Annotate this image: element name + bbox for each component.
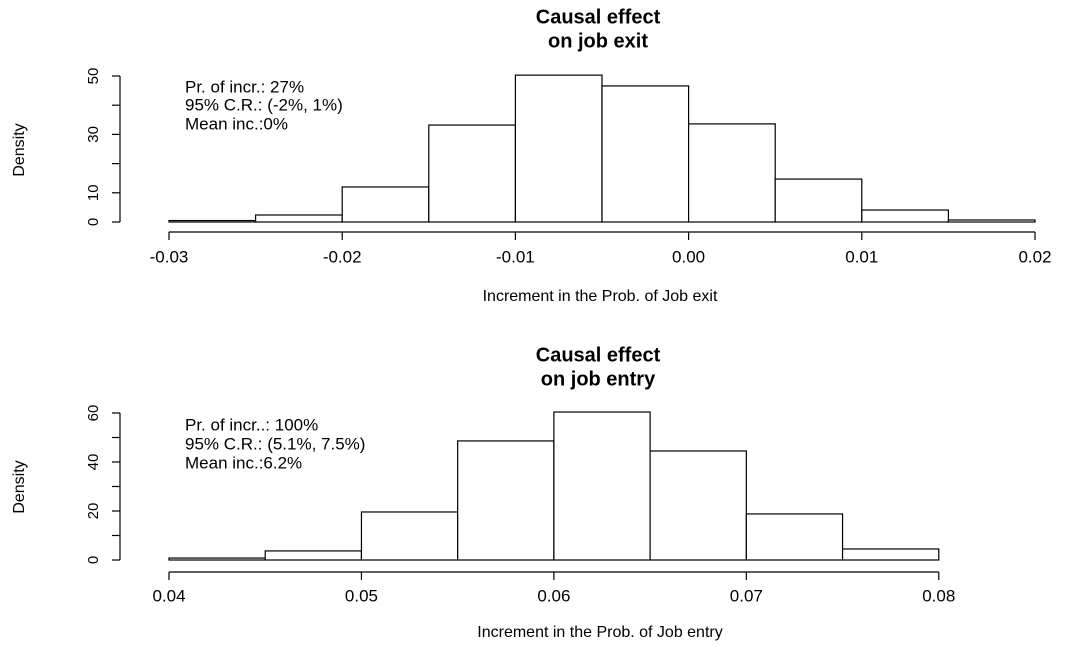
y-tick-label: 0 [85, 218, 102, 226]
annotation: Pr. of incr..: 100% [185, 415, 318, 434]
bar [553, 411, 651, 561]
bar [861, 209, 949, 223]
y-axis-label: Density [11, 123, 28, 176]
bar [947, 219, 1036, 223]
x-tick-label: 0.00 [672, 247, 705, 266]
bar [687, 123, 776, 223]
y-tick-label: 50 [85, 68, 102, 85]
x-axis-label: Increment in the Prob. of Job entry [477, 624, 722, 641]
bar [601, 85, 690, 223]
bar [514, 74, 603, 223]
x-tick-label: 0.06 [537, 586, 570, 605]
x-tick-label: 0.08 [922, 586, 955, 605]
annotation: Mean inc.:6.2% [185, 453, 302, 472]
bar [264, 550, 363, 561]
y-axis-label: Density [11, 460, 28, 513]
bar [649, 450, 747, 561]
y-tick-label: 60 [85, 405, 102, 422]
bar [360, 511, 459, 561]
chart-title: on job exit [548, 30, 648, 52]
chart-title: Causal effect [536, 6, 661, 28]
x-tick-label: -0.02 [323, 247, 362, 266]
x-tick-label: 0.02 [1018, 247, 1051, 266]
bar [168, 557, 266, 561]
bar [745, 513, 844, 561]
chart-title: on job entry [541, 368, 656, 390]
y-tick-label: 20 [85, 503, 102, 520]
y-tick-label: 30 [85, 126, 102, 143]
bar [774, 178, 863, 223]
y-tick-label: 40 [85, 454, 102, 471]
x-tick-label: -0.03 [150, 247, 189, 266]
bar [168, 219, 257, 223]
annotation: 95% C.R.: (5.1%, 7.5%) [185, 434, 365, 453]
x-tick-label: 0.05 [345, 586, 378, 605]
bar [457, 440, 555, 561]
x-axis-label: Increment in the Prob. of Job exit [483, 288, 718, 305]
bar [255, 214, 343, 223]
x-tick-label: -0.01 [496, 247, 535, 266]
annotation: Mean inc.:0% [185, 114, 288, 133]
y-tick-label: 0 [85, 556, 102, 564]
y-tick-label: 10 [85, 184, 102, 201]
bar [341, 186, 430, 223]
x-tick-label: 0.07 [730, 586, 763, 605]
chart-title: Causal effect [536, 344, 661, 366]
x-tick-label: 0.01 [845, 247, 878, 266]
annotation: Pr. of incr.: 27% [185, 77, 304, 96]
annotation: 95% C.R.: (-2%, 1%) [185, 95, 343, 114]
bar [841, 548, 940, 561]
x-tick-label: 0.04 [152, 586, 185, 605]
bar [428, 124, 516, 223]
